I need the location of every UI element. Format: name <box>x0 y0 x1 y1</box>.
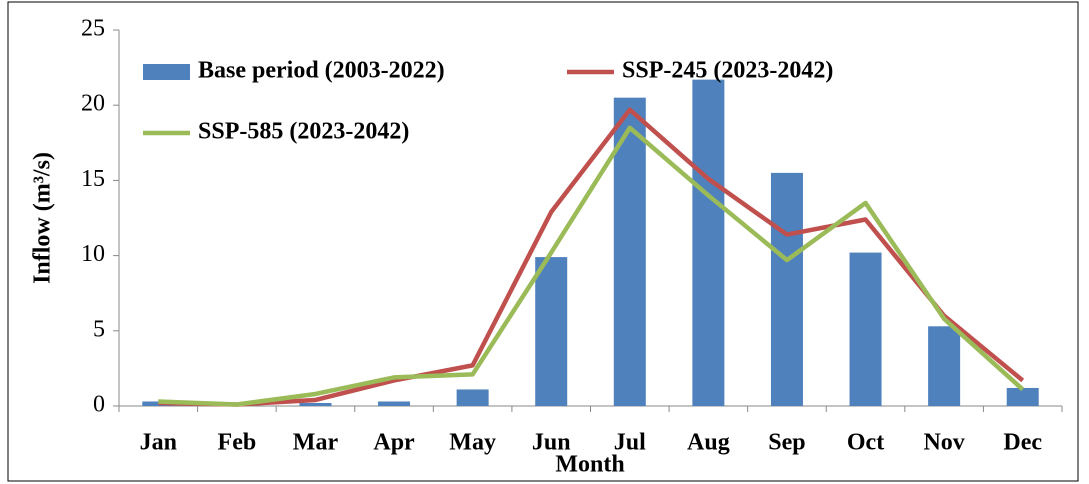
x-tick-label: Aug <box>687 430 730 456</box>
legend-label: SSP-245 (2023-2042) <box>622 58 833 84</box>
x-tick-label: May <box>449 430 496 456</box>
x-tick-label: Mar <box>293 430 339 456</box>
bar <box>1006 387 1039 406</box>
x-axis-label: Month <box>555 452 624 478</box>
bar <box>378 401 411 406</box>
y-tick-label: 0 <box>93 392 105 418</box>
bar <box>613 97 646 407</box>
legend-swatch <box>143 64 190 80</box>
y-tick-label: 5 <box>93 316 105 342</box>
x-tick-label: Nov <box>923 430 964 456</box>
x-tick-label: Sep <box>768 430 805 456</box>
legend-label: Base period (2003-2022) <box>198 58 445 84</box>
bar <box>770 172 803 406</box>
x-tick-label: Jul <box>614 430 646 456</box>
y-tick-label: 15 <box>81 166 105 192</box>
x-tick-label: Oct <box>847 430 884 456</box>
bar <box>928 326 961 406</box>
line <box>158 107 1025 407</box>
bar <box>692 79 725 406</box>
chart-border <box>7 1 1079 482</box>
legend-label: SSP-585 (2023-2042) <box>198 119 409 145</box>
y-axis-label: Inflow (m³/s) <box>30 152 56 284</box>
x-tick-label: Dec <box>1003 430 1042 456</box>
y-tick-label: 10 <box>81 241 105 267</box>
y-tick-label: 20 <box>81 91 105 117</box>
bar <box>299 402 332 406</box>
y-tick-label: 25 <box>81 16 105 42</box>
line <box>158 125 1025 407</box>
bar <box>849 252 882 406</box>
bar <box>456 389 489 406</box>
x-tick-label: Apr <box>373 430 415 456</box>
x-tick-label: Jun <box>532 430 571 456</box>
x-tick-label: Feb <box>218 430 257 456</box>
bar <box>535 257 568 406</box>
x-tick-label: Jan <box>140 430 177 456</box>
